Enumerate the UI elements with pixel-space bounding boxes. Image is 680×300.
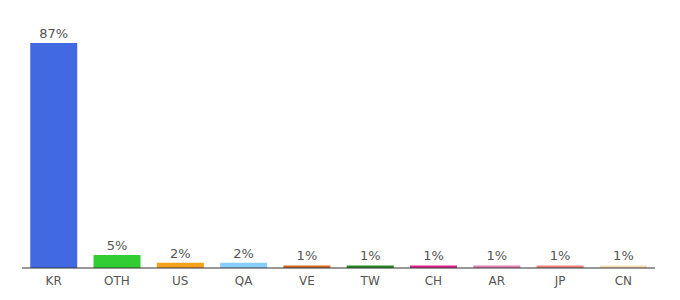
svg-text:1%: 1% bbox=[360, 248, 381, 263]
svg-text:1%: 1% bbox=[297, 248, 318, 263]
svg-text:2%: 2% bbox=[170, 246, 191, 261]
svg-text:1%: 1% bbox=[613, 248, 634, 263]
svg-text:CN: CN bbox=[615, 274, 632, 288]
svg-text:87%: 87% bbox=[39, 26, 68, 41]
svg-text:5%: 5% bbox=[107, 238, 128, 253]
svg-text:VE: VE bbox=[299, 274, 315, 288]
svg-text:QA: QA bbox=[235, 274, 253, 288]
svg-text:TW: TW bbox=[360, 274, 380, 288]
svg-text:CH: CH bbox=[425, 274, 442, 288]
svg-text:1%: 1% bbox=[487, 248, 508, 263]
svg-text:1%: 1% bbox=[423, 248, 444, 263]
svg-text:KR: KR bbox=[46, 274, 62, 288]
svg-text:OTH: OTH bbox=[104, 274, 130, 288]
svg-text:AR: AR bbox=[488, 274, 505, 288]
svg-text:1%: 1% bbox=[550, 248, 571, 263]
svg-text:JP: JP bbox=[554, 274, 566, 288]
svg-text:US: US bbox=[172, 274, 188, 288]
svg-text:2%: 2% bbox=[233, 246, 254, 261]
